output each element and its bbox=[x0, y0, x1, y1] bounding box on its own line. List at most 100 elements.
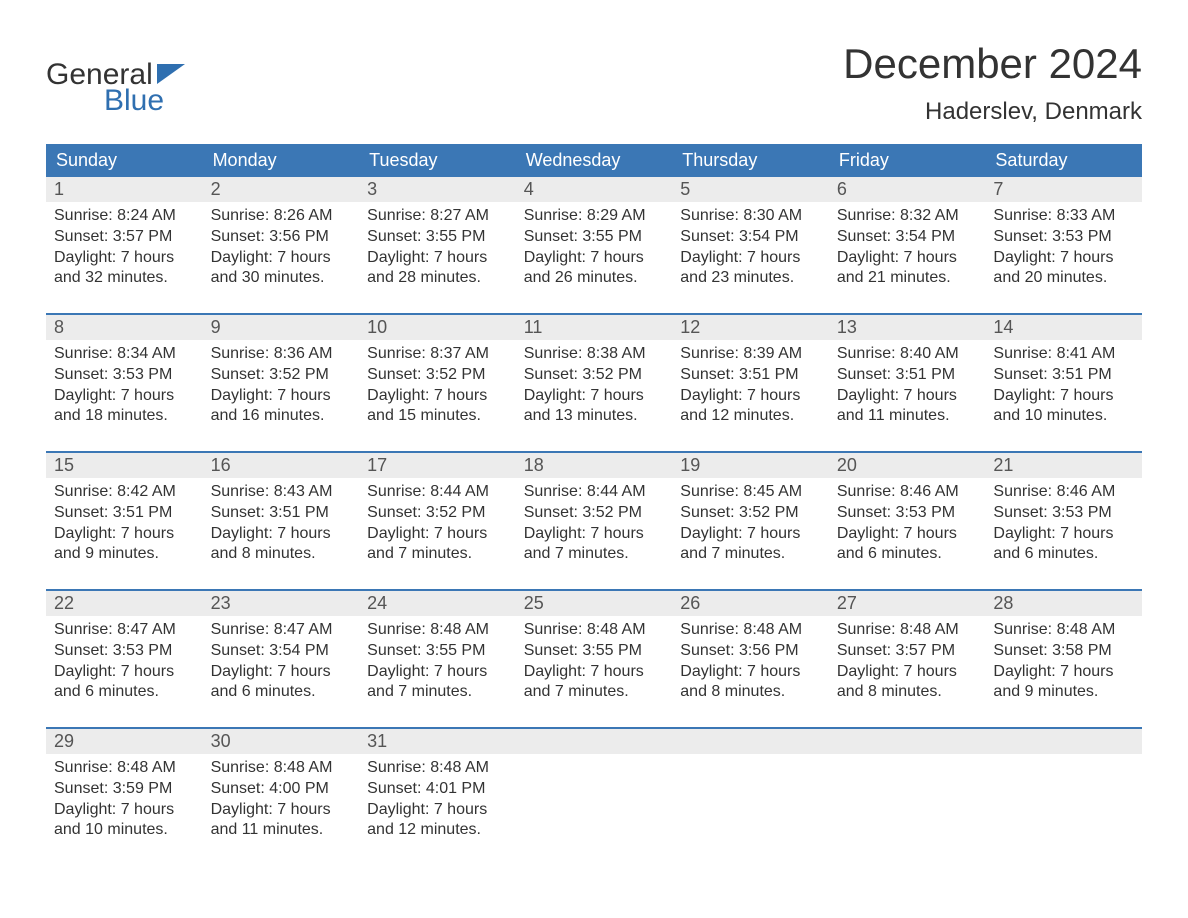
day-cell: 25Sunrise: 8:48 AMSunset: 3:55 PMDayligh… bbox=[516, 591, 673, 713]
sunset-text: Sunset: 3:56 PM bbox=[680, 641, 821, 662]
daylight-text: Daylight: 7 hours and 16 minutes. bbox=[211, 386, 352, 428]
sunset-text: Sunset: 3:54 PM bbox=[211, 641, 352, 662]
day-content: Sunrise: 8:32 AMSunset: 3:54 PMDaylight:… bbox=[829, 202, 986, 297]
weekday-tuesday: Tuesday bbox=[359, 144, 516, 177]
sunset-text: Sunset: 3:57 PM bbox=[837, 641, 978, 662]
daylight-text: Daylight: 7 hours and 30 minutes. bbox=[211, 248, 352, 290]
sunrise-text: Sunrise: 8:43 AM bbox=[211, 482, 352, 503]
day-cell: 18Sunrise: 8:44 AMSunset: 3:52 PMDayligh… bbox=[516, 453, 673, 575]
sunset-text: Sunset: 3:52 PM bbox=[524, 365, 665, 386]
day-number: 30 bbox=[203, 729, 360, 754]
sunrise-text: Sunrise: 8:36 AM bbox=[211, 344, 352, 365]
day-number: 31 bbox=[359, 729, 516, 754]
daylight-text: Daylight: 7 hours and 32 minutes. bbox=[54, 248, 195, 290]
sunset-text: Sunset: 3:59 PM bbox=[54, 779, 195, 800]
day-cell: 22Sunrise: 8:47 AMSunset: 3:53 PMDayligh… bbox=[46, 591, 203, 713]
day-cell bbox=[516, 729, 673, 851]
day-cell: 28 Sunrise: 8:48 AMSunset: 3:58 PMDayligh… bbox=[985, 591, 1142, 713]
day-cell: 23Sunrise: 8:47 AMSunset: 3:54 PMDayligh… bbox=[203, 591, 360, 713]
sunrise-text: Sunrise: 8:40 AM bbox=[837, 344, 978, 365]
day-content: Sunrise: 8:44 AMSunset: 3:52 PMDaylight:… bbox=[359, 478, 516, 573]
day-cell: 11Sunrise: 8:38 AMSunset: 3:52 PMDayligh… bbox=[516, 315, 673, 437]
day-content: Sunrise: 8:45 AMSunset: 3:52 PMDaylight:… bbox=[672, 478, 829, 573]
day-content: Sunrise: 8:39 AMSunset: 3:51 PMDaylight:… bbox=[672, 340, 829, 435]
daylight-text: Daylight: 7 hours and 6 minutes. bbox=[837, 524, 978, 566]
daylight-text: Daylight: 7 hours and 10 minutes. bbox=[54, 800, 195, 842]
daylight-text: Daylight: 7 hours and 6 minutes. bbox=[993, 524, 1134, 566]
day-cell: 20Sunrise: 8:46 AMSunset: 3:53 PMDayligh… bbox=[829, 453, 986, 575]
week-row: 1Sunrise: 8:24 AMSunset: 3:57 PMDaylight… bbox=[46, 177, 1142, 299]
weekday-thursday: Thursday bbox=[672, 144, 829, 177]
month-title: December 2024 bbox=[843, 40, 1142, 88]
sunrise-text: Sunrise: 8:47 AM bbox=[54, 620, 195, 641]
sunset-text: Sunset: 3:54 PM bbox=[837, 227, 978, 248]
sunrise-text: Sunrise: 8:44 AM bbox=[524, 482, 665, 503]
daylight-text: Daylight: 7 hours and 9 minutes. bbox=[993, 662, 1134, 704]
day-cell bbox=[672, 729, 829, 851]
day-number: 28 bbox=[985, 591, 1142, 616]
sunset-text: Sunset: 3:55 PM bbox=[524, 227, 665, 248]
day-cell: 15Sunrise: 8:42 AMSunset: 3:51 PMDayligh… bbox=[46, 453, 203, 575]
daylight-text: Daylight: 7 hours and 15 minutes. bbox=[367, 386, 508, 428]
sunset-text: Sunset: 3:56 PM bbox=[211, 227, 352, 248]
day-number: 25 bbox=[516, 591, 673, 616]
day-number: 23 bbox=[203, 591, 360, 616]
day-number: 9 bbox=[203, 315, 360, 340]
day-cell: 14Sunrise: 8:41 AMSunset: 3:51 PMDayligh… bbox=[985, 315, 1142, 437]
day-cell: 29Sunrise: 8:48 AMSunset: 3:59 PMDayligh… bbox=[46, 729, 203, 851]
day-number: 16 bbox=[203, 453, 360, 478]
sunrise-text: Sunrise: 8:39 AM bbox=[680, 344, 821, 365]
sunset-text: Sunset: 3:51 PM bbox=[211, 503, 352, 524]
day-content: Sunrise: 8:27 AMSunset: 3:55 PMDaylight:… bbox=[359, 202, 516, 297]
day-cell: 27Sunrise: 8:48 AMSunset: 3:57 PMDayligh… bbox=[829, 591, 986, 713]
week-row: 8Sunrise: 8:34 AMSunset: 3:53 PMDaylight… bbox=[46, 313, 1142, 437]
sunrise-text: Sunrise: 8:48 AM bbox=[367, 758, 508, 779]
daylight-text: Daylight: 7 hours and 6 minutes. bbox=[211, 662, 352, 704]
page-header: General Blue December 2024 Haderslev, De… bbox=[46, 40, 1142, 126]
daylight-text: Daylight: 7 hours and 7 minutes. bbox=[524, 662, 665, 704]
sunrise-text: Sunrise: 8:32 AM bbox=[837, 206, 978, 227]
weekday-saturday: Saturday bbox=[985, 144, 1142, 177]
day-number: 12 bbox=[672, 315, 829, 340]
sunset-text: Sunset: 3:53 PM bbox=[993, 227, 1134, 248]
weeks-container: 1Sunrise: 8:24 AMSunset: 3:57 PMDaylight… bbox=[46, 177, 1142, 851]
sunrise-text: Sunrise: 8:27 AM bbox=[367, 206, 508, 227]
daylight-text: Daylight: 7 hours and 28 minutes. bbox=[367, 248, 508, 290]
sunrise-text: Sunrise: 8:34 AM bbox=[54, 344, 195, 365]
sunrise-text: Sunrise: 8:38 AM bbox=[524, 344, 665, 365]
day-number: 1 bbox=[46, 177, 203, 202]
day-number: 13 bbox=[829, 315, 986, 340]
logo-text-blue: Blue bbox=[46, 84, 185, 118]
day-number: 18 bbox=[516, 453, 673, 478]
sunrise-text: Sunrise: 8:48 AM bbox=[524, 620, 665, 641]
day-cell: 7Sunrise: 8:33 AMSunset: 3:53 PMDaylight… bbox=[985, 177, 1142, 299]
sunset-text: Sunset: 3:58 PM bbox=[993, 641, 1134, 662]
location: Haderslev, Denmark bbox=[843, 98, 1142, 126]
sunset-text: Sunset: 3:52 PM bbox=[680, 503, 821, 524]
day-content: Sunrise: 8:47 AMSunset: 3:53 PMDaylight:… bbox=[46, 616, 203, 711]
day-cell: 30Sunrise: 8:48 AMSunset: 4:00 PMDayligh… bbox=[203, 729, 360, 851]
sunrise-text: Sunrise: 8:48 AM bbox=[211, 758, 352, 779]
daylight-text: Daylight: 7 hours and 9 minutes. bbox=[54, 524, 195, 566]
sunrise-text: Sunrise: 8:48 AM bbox=[837, 620, 978, 641]
sunrise-text: Sunrise: 8:48 AM bbox=[993, 620, 1134, 641]
sunset-text: Sunset: 3:51 PM bbox=[680, 365, 821, 386]
logo: General Blue bbox=[46, 40, 185, 118]
day-cell: 26Sunrise: 8:48 AMSunset: 3:56 PMDayligh… bbox=[672, 591, 829, 713]
daylight-text: Daylight: 7 hours and 8 minutes. bbox=[837, 662, 978, 704]
flag-icon bbox=[157, 64, 185, 84]
calendar: Sunday Monday Tuesday Wednesday Thursday… bbox=[46, 144, 1142, 851]
day-content: Sunrise: 8:44 AMSunset: 3:52 PMDaylight:… bbox=[516, 478, 673, 573]
day-content: Sunrise: 8:46 AMSunset: 3:53 PMDaylight:… bbox=[829, 478, 986, 573]
day-number-empty bbox=[672, 729, 829, 754]
sunrise-text: Sunrise: 8:45 AM bbox=[680, 482, 821, 503]
sunset-text: Sunset: 4:00 PM bbox=[211, 779, 352, 800]
sunrise-text: Sunrise: 8:41 AM bbox=[993, 344, 1134, 365]
day-number: 19 bbox=[672, 453, 829, 478]
day-cell: 21Sunrise: 8:46 AMSunset: 3:53 PMDayligh… bbox=[985, 453, 1142, 575]
daylight-text: Daylight: 7 hours and 10 minutes. bbox=[993, 386, 1134, 428]
day-cell: 3Sunrise: 8:27 AMSunset: 3:55 PMDaylight… bbox=[359, 177, 516, 299]
day-content: Sunrise: 8:47 AMSunset: 3:54 PMDaylight:… bbox=[203, 616, 360, 711]
day-cell: 5Sunrise: 8:30 AMSunset: 3:54 PMDaylight… bbox=[672, 177, 829, 299]
week-row: 22Sunrise: 8:47 AMSunset: 3:53 PMDayligh… bbox=[46, 589, 1142, 713]
